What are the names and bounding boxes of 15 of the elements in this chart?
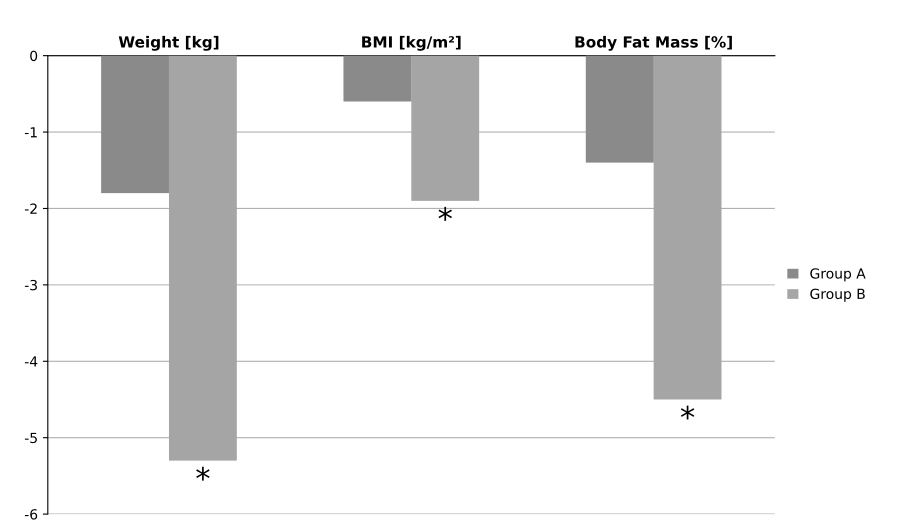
y-tick-label: -5	[24, 432, 37, 444]
y-tick-label: -1	[24, 127, 37, 138]
legend-label: Group B	[810, 288, 865, 302]
y-tick-label: -6	[24, 509, 38, 520]
annotation: *	[438, 206, 452, 221]
y-tick-label: 0	[30, 50, 38, 62]
x-tick-label: Weight [kg]	[118, 36, 218, 51]
x-tick-label: Body Fat Mass [%]	[575, 36, 732, 51]
y-tick-label: -3	[24, 280, 37, 290]
legend-label: Group A	[810, 268, 866, 282]
y-tick-label: -4	[24, 356, 38, 367]
annotation: *	[196, 466, 210, 481]
x-tick-label: BMI [kg/m²]	[362, 36, 461, 51]
y-tick-label: -2	[24, 203, 37, 214]
annotation: *	[680, 406, 694, 420]
